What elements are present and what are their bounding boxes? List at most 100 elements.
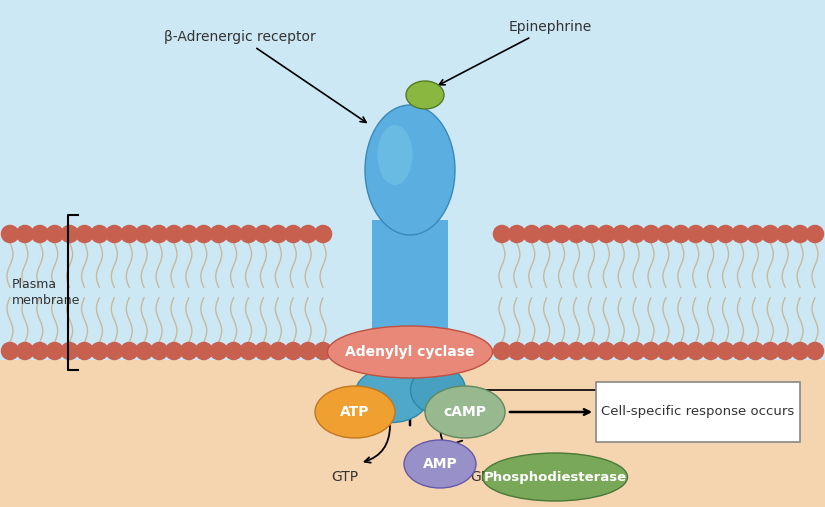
Circle shape bbox=[181, 226, 197, 242]
Circle shape bbox=[31, 226, 49, 242]
Circle shape bbox=[687, 226, 705, 242]
Circle shape bbox=[76, 226, 93, 242]
Circle shape bbox=[643, 342, 659, 359]
Text: GDP: GDP bbox=[470, 470, 500, 484]
Circle shape bbox=[91, 342, 108, 359]
Circle shape bbox=[225, 342, 243, 359]
Text: GTP: GTP bbox=[332, 470, 359, 484]
Circle shape bbox=[16, 342, 34, 359]
Circle shape bbox=[702, 226, 719, 242]
Circle shape bbox=[106, 342, 123, 359]
Circle shape bbox=[761, 226, 779, 242]
Circle shape bbox=[225, 226, 243, 242]
Circle shape bbox=[732, 342, 749, 359]
Ellipse shape bbox=[404, 440, 476, 488]
Circle shape bbox=[747, 226, 764, 242]
Bar bbox=[0, 0, 825, 360]
FancyBboxPatch shape bbox=[596, 382, 800, 442]
Circle shape bbox=[613, 342, 629, 359]
Circle shape bbox=[776, 226, 794, 242]
Circle shape bbox=[210, 226, 227, 242]
Text: Epinephrine: Epinephrine bbox=[439, 20, 592, 85]
Circle shape bbox=[761, 342, 779, 359]
Circle shape bbox=[61, 226, 78, 242]
Circle shape bbox=[2, 342, 18, 359]
Circle shape bbox=[732, 226, 749, 242]
Circle shape bbox=[46, 226, 64, 242]
Circle shape bbox=[285, 226, 302, 242]
Circle shape bbox=[299, 226, 317, 242]
Circle shape bbox=[538, 342, 555, 359]
Circle shape bbox=[672, 342, 690, 359]
Circle shape bbox=[717, 226, 734, 242]
Ellipse shape bbox=[315, 386, 395, 438]
Circle shape bbox=[493, 342, 511, 359]
Circle shape bbox=[255, 342, 272, 359]
Circle shape bbox=[508, 342, 526, 359]
Circle shape bbox=[61, 342, 78, 359]
Circle shape bbox=[120, 226, 138, 242]
Circle shape bbox=[598, 226, 615, 242]
Circle shape bbox=[643, 226, 659, 242]
Circle shape bbox=[672, 226, 690, 242]
Circle shape bbox=[717, 342, 734, 359]
Circle shape bbox=[76, 342, 93, 359]
Circle shape bbox=[196, 342, 212, 359]
Circle shape bbox=[628, 342, 644, 359]
Circle shape bbox=[582, 342, 600, 359]
Circle shape bbox=[747, 342, 764, 359]
Ellipse shape bbox=[406, 81, 444, 109]
Circle shape bbox=[523, 342, 540, 359]
Circle shape bbox=[702, 342, 719, 359]
Circle shape bbox=[791, 342, 808, 359]
Circle shape bbox=[807, 226, 823, 242]
Text: β-Adrenergic receptor: β-Adrenergic receptor bbox=[164, 30, 366, 122]
Circle shape bbox=[135, 342, 153, 359]
Bar bbox=[0, 360, 825, 507]
Ellipse shape bbox=[372, 218, 448, 368]
Ellipse shape bbox=[483, 453, 628, 501]
Circle shape bbox=[135, 226, 153, 242]
Circle shape bbox=[16, 226, 34, 242]
Ellipse shape bbox=[378, 125, 412, 185]
Bar bbox=[372, 220, 448, 365]
Circle shape bbox=[613, 226, 629, 242]
Circle shape bbox=[270, 342, 287, 359]
Circle shape bbox=[658, 342, 675, 359]
Circle shape bbox=[553, 226, 570, 242]
Circle shape bbox=[538, 226, 555, 242]
Circle shape bbox=[493, 226, 511, 242]
Circle shape bbox=[31, 342, 49, 359]
Circle shape bbox=[314, 342, 332, 359]
Circle shape bbox=[508, 226, 526, 242]
Circle shape bbox=[270, 226, 287, 242]
Circle shape bbox=[285, 342, 302, 359]
Text: Plasma
membrane: Plasma membrane bbox=[12, 278, 80, 307]
Ellipse shape bbox=[425, 386, 505, 438]
Circle shape bbox=[240, 342, 257, 359]
Circle shape bbox=[568, 342, 585, 359]
Text: cAMP: cAMP bbox=[444, 405, 487, 419]
Circle shape bbox=[553, 342, 570, 359]
Circle shape bbox=[2, 226, 18, 242]
Circle shape bbox=[46, 342, 64, 359]
Circle shape bbox=[314, 226, 332, 242]
Circle shape bbox=[568, 226, 585, 242]
Ellipse shape bbox=[411, 366, 465, 414]
Circle shape bbox=[166, 342, 182, 359]
Circle shape bbox=[210, 342, 227, 359]
Ellipse shape bbox=[385, 355, 435, 385]
Circle shape bbox=[807, 342, 823, 359]
Circle shape bbox=[255, 226, 272, 242]
Circle shape bbox=[791, 226, 808, 242]
Circle shape bbox=[687, 342, 705, 359]
Circle shape bbox=[91, 226, 108, 242]
Text: Adenylyl cyclase: Adenylyl cyclase bbox=[345, 345, 474, 359]
Circle shape bbox=[106, 226, 123, 242]
Circle shape bbox=[150, 226, 167, 242]
Circle shape bbox=[196, 226, 212, 242]
Circle shape bbox=[658, 226, 675, 242]
Ellipse shape bbox=[365, 105, 455, 235]
Ellipse shape bbox=[328, 326, 493, 378]
Circle shape bbox=[120, 342, 138, 359]
